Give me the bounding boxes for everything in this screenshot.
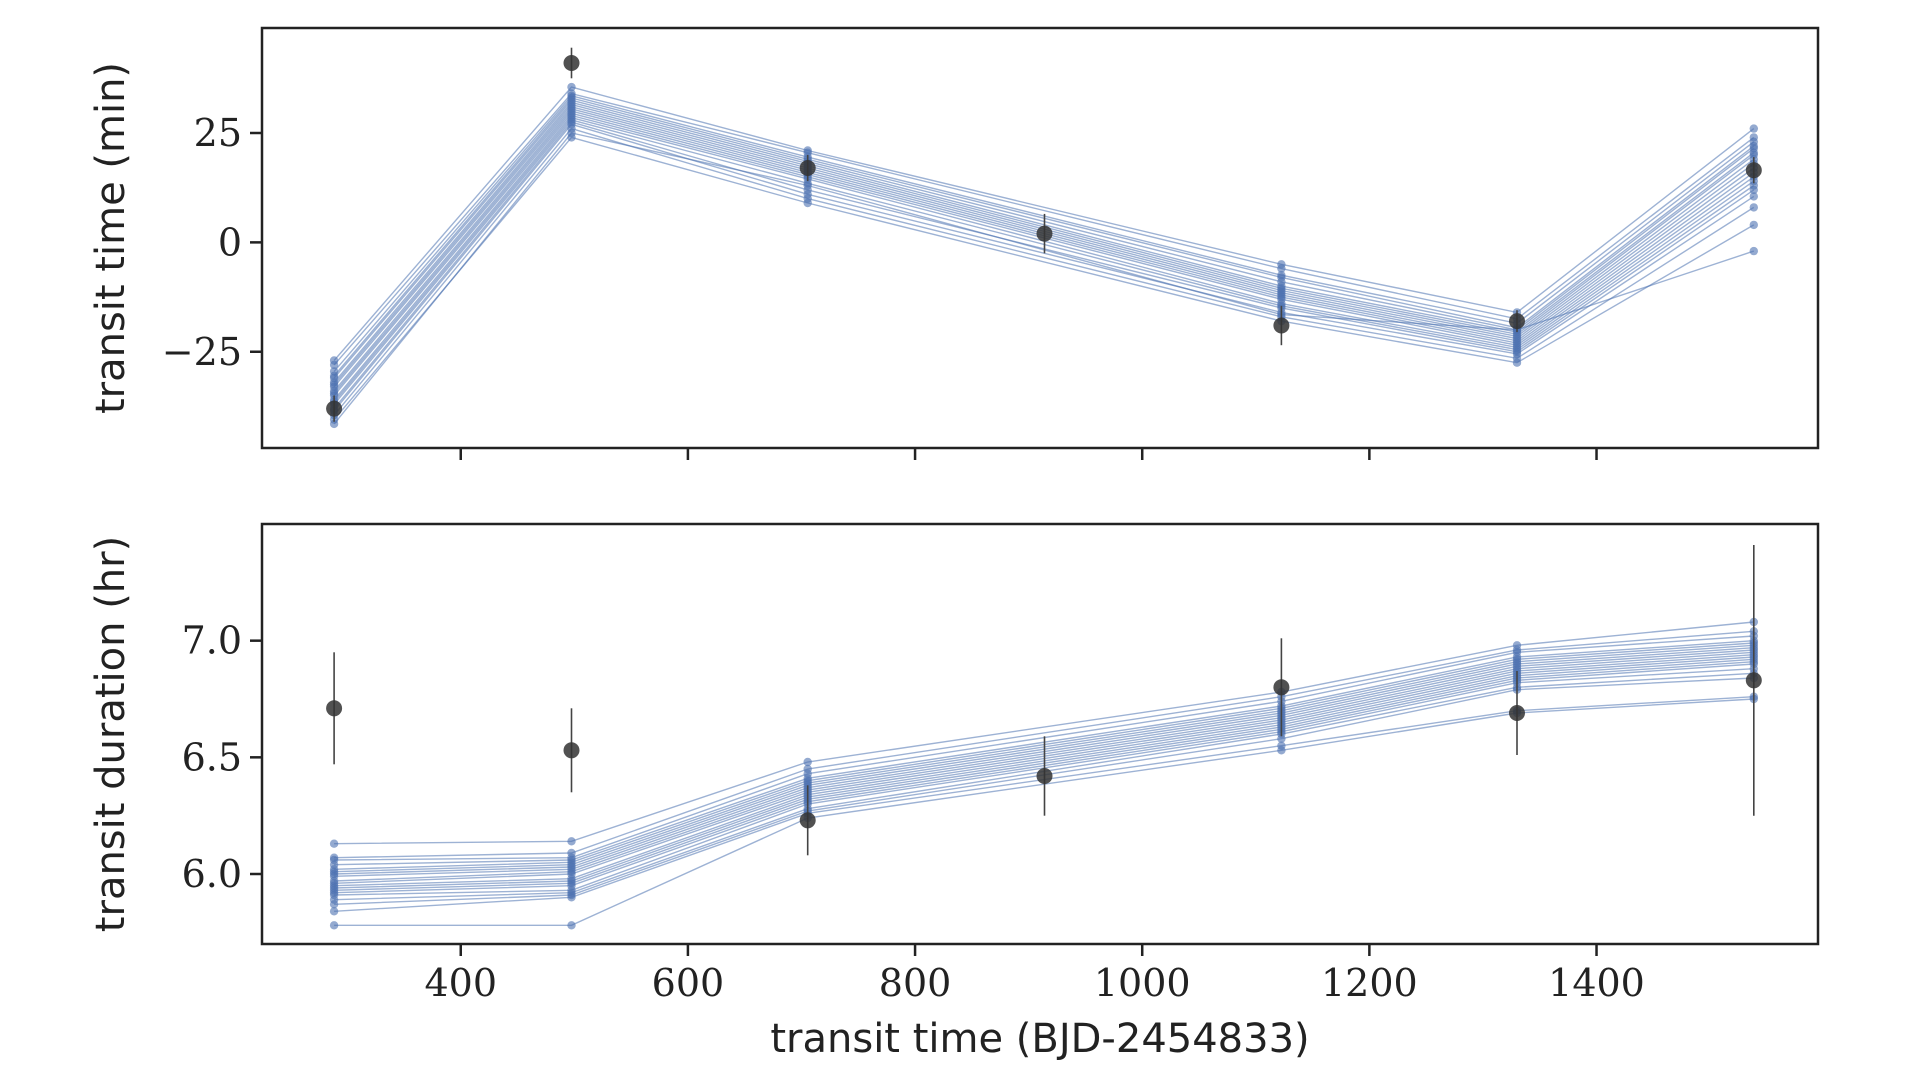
top-model-lines <box>333 86 1755 425</box>
top-model-point <box>1749 185 1759 195</box>
bottom-y-tick-label: 6.5 <box>182 735 242 779</box>
bottom-model-point <box>329 839 339 848</box>
top-model-point <box>567 128 576 138</box>
top-model-point <box>1512 358 1522 367</box>
bottom-observation-point <box>1509 705 1525 721</box>
top-model-line-16 <box>333 123 1755 412</box>
top-plot-frame <box>260 26 1820 450</box>
top-observation-point <box>1745 162 1762 179</box>
top-observation-point <box>1036 225 1053 242</box>
bottom-x-tick-label: 1200 <box>1321 961 1418 1005</box>
bottom-model-point <box>567 921 576 930</box>
top-model-point <box>329 419 339 429</box>
top-observation-point <box>563 55 580 71</box>
bottom-model-point <box>329 907 339 916</box>
top-y-axis-label: transit time (min) <box>88 62 134 414</box>
bottom-model-line-2 <box>334 630 1754 859</box>
top-model-point <box>567 82 576 92</box>
top-observation-point <box>326 400 343 417</box>
top-y-tick-label: 25 <box>194 111 242 155</box>
top-y-tick-label: 0 <box>218 220 242 264</box>
bottom-x-tick-label: 800 <box>879 961 952 1005</box>
bottom-model-point <box>329 900 339 909</box>
bottom-y-tick-label: 7.0 <box>182 619 242 663</box>
top-model-line-15 <box>333 121 1755 410</box>
top-model-line-18 <box>333 136 1755 421</box>
top-model-line-17 <box>333 127 1755 416</box>
top-model-line-11 <box>333 112 1755 396</box>
bottom-observation-point <box>326 700 343 717</box>
top-model-point <box>329 360 339 370</box>
x-axis-label: transit time (BJD-2454833) <box>770 1016 1309 1062</box>
top-model-line-19 <box>333 132 1755 425</box>
top-y-ticks: −25 0 25 <box>162 111 262 374</box>
bottom-x-tick-label: 1000 <box>1094 961 1191 1005</box>
bottom-model-point <box>567 837 576 846</box>
bottom-model-point <box>1277 746 1286 755</box>
top-model-point <box>1277 264 1286 273</box>
panel-transit-time: −25 0 25 transit time (min) <box>88 26 1820 460</box>
bottom-observation-point <box>1745 672 1762 689</box>
top-model-point <box>1749 192 1759 201</box>
top-model-point <box>803 181 812 190</box>
bottom-model-point <box>1277 734 1286 743</box>
top-model-line-2 <box>333 92 1755 366</box>
top-x-ticks <box>459 448 1598 460</box>
top-model-point <box>1749 203 1759 212</box>
bottom-x-tick-label: 400 <box>424 961 497 1005</box>
top-model-line-1 <box>333 86 1755 361</box>
top-model-point <box>1749 220 1759 230</box>
bottom-observation-point <box>563 742 580 759</box>
top-model-point <box>1749 124 1759 133</box>
top-observation-point <box>1509 313 1525 330</box>
bottom-y-tick-label: 6.0 <box>182 852 242 896</box>
bottom-plot-frame <box>260 522 1820 946</box>
bottom-model-point <box>567 893 576 902</box>
bottom-x-tick-label: 600 <box>652 961 725 1005</box>
bottom-y-ticks: 6.0 6.5 7.0 <box>182 619 262 896</box>
bottom-observation-point <box>1273 679 1290 696</box>
top-y-tick-label: −25 <box>162 330 242 374</box>
bottom-model-point <box>803 757 812 767</box>
top-model-line-13 <box>333 116 1755 403</box>
bottom-y-axis-label: transit duration (hr) <box>88 536 134 932</box>
bottom-model-point <box>329 921 339 930</box>
bottom-x-ticks: 400 600 800 1000 1200 1400 <box>424 944 1645 1005</box>
top-observation-point <box>1273 317 1290 334</box>
bottom-observation-point <box>1036 768 1053 784</box>
bottom-observation-point <box>799 812 816 829</box>
panel-transit-duration: 400 600 800 1000 1200 1400 6.0 6.5 7.0 transit … <box>88 522 1820 1062</box>
bottom-observations <box>326 545 1762 856</box>
top-observations <box>326 47 1762 422</box>
bottom-model-line-1 <box>334 621 1754 845</box>
top-model-point <box>803 198 812 208</box>
bottom-x-tick-label: 1400 <box>1548 961 1645 1005</box>
top-observation-point <box>799 160 816 176</box>
top-model-point <box>1749 246 1759 256</box>
